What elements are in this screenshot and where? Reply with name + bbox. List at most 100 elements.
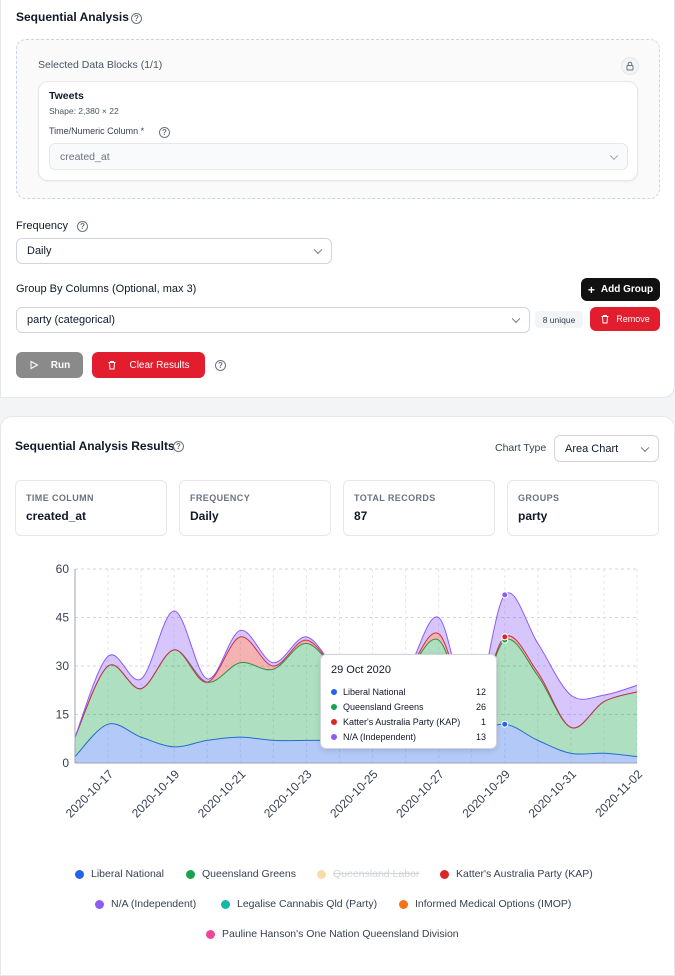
play-icon <box>30 360 39 370</box>
chevron-down-icon <box>313 245 323 255</box>
legend-item[interactable]: N/A (Independent) <box>95 898 196 910</box>
page-title: Sequential Analysis <box>16 10 129 24</box>
chart-tooltip: 29 Oct 2020 Liberal National 12 Queensland… <box>320 654 497 749</box>
trash-icon <box>601 315 609 324</box>
tooltip-series-value: 1 <box>480 716 486 727</box>
series-dot <box>331 688 337 695</box>
selected-blocks-area: Selected Data Blocks (1/1) Tweets Shape:… <box>16 39 660 199</box>
unique-count-badge: 8 unique <box>535 311 583 328</box>
x-tick-label: 2020-10-27 <box>393 767 447 821</box>
x-tick-label: 2020-10-29 <box>460 767 514 821</box>
legend-label: N/A (Independent) <box>111 898 197 910</box>
x-tick-label: 2020-10-25 <box>327 767 381 821</box>
tooltip-row: Katter's Australia Party (KAP) 1 <box>331 714 486 729</box>
legend-dot <box>221 899 230 909</box>
tooltip-series-value: 26 <box>475 701 486 712</box>
frequency-select[interactable]: Daily <box>16 238 332 264</box>
legend-item[interactable]: Informed Medical Options (IMOP) <box>399 898 571 910</box>
stat-value: Daily <box>190 509 219 523</box>
block-name: Tweets <box>49 90 84 102</box>
tooltip-series-value: 12 <box>475 686 486 697</box>
legend-dot <box>399 899 408 909</box>
y-tick-label: 0 <box>62 756 69 770</box>
results-title: Sequential Analysis Results <box>15 439 175 453</box>
legend-dot <box>75 869 84 879</box>
chevron-down-icon <box>640 443 650 452</box>
run-label: Run <box>50 359 71 371</box>
plus-icon: + <box>587 282 595 297</box>
analysis-config-panel: Sequential Analysis ? Selected Data Bloc… <box>0 0 675 398</box>
x-tick-label: 2020-10-23 <box>261 767 315 821</box>
remove-label: Remove <box>616 314 650 324</box>
legend-dot <box>206 929 215 939</box>
y-tick-label: 45 <box>56 611 70 625</box>
help-icon[interactable]: ? <box>131 13 142 24</box>
remove-group-button[interactable]: Remove <box>590 307 660 331</box>
block-shape: Shape: 2,380 × 22 <box>49 106 119 116</box>
legend-item[interactable]: Liberal National <box>75 868 164 880</box>
active-point <box>501 591 509 599</box>
time-column-select[interactable]: created_at <box>49 143 628 170</box>
add-group-button[interactable]: + Add Group <box>581 278 660 301</box>
legend-label: Liberal National <box>91 868 164 880</box>
legend-item[interactable]: Queensland Greens <box>186 868 296 880</box>
group-by-label: Group By Columns (Optional, max 3) <box>16 283 197 295</box>
stat-label: GROUPS <box>518 493 560 503</box>
stat-card-total-records: TOTAL RECORDS 87 <box>343 480 495 536</box>
tooltip-series-name: N/A (Independent) <box>343 731 417 742</box>
tooltip-series-value: 13 <box>475 731 486 742</box>
x-tick-label: 2020-10-19 <box>129 767 183 821</box>
active-point <box>501 633 509 641</box>
x-tick-label: 2020-10-17 <box>63 767 117 821</box>
run-button[interactable]: Run <box>16 352 83 378</box>
time-column-value: created_at <box>60 150 110 163</box>
clear-results-button[interactable]: Clear Results <box>92 352 205 378</box>
x-tick-label: 2020-10-21 <box>195 767 249 821</box>
x-tick-label: 2020-11-02 <box>592 767 645 820</box>
help-icon[interactable]: ? <box>159 127 170 138</box>
legend-label: Katter's Australia Party (KAP) <box>456 868 593 880</box>
frequency-value: Daily <box>27 245 52 257</box>
trash-icon <box>108 361 116 370</box>
tooltip-series-name: Liberal National <box>343 686 406 697</box>
stat-card-frequency: FREQUENCY Daily <box>179 480 331 536</box>
tooltip-row: Queensland Greens 26 <box>331 699 486 714</box>
help-icon[interactable]: ? <box>215 360 226 371</box>
legend-dot <box>440 869 449 879</box>
legend-label: Queensland Labor <box>333 868 420 880</box>
stat-value: party <box>518 509 548 523</box>
legend-item[interactable]: Queensland Labor <box>317 868 419 880</box>
time-column-label: Time/Numeric Column * <box>49 126 145 136</box>
help-icon[interactable]: ? <box>77 221 88 232</box>
stat-label: FREQUENCY <box>190 493 251 503</box>
group-by-value: party (categorical) <box>27 314 116 326</box>
tooltip-rows: Liberal National 12 Queensland Greens 26 Kat… <box>331 684 486 744</box>
stat-label: TOTAL RECORDS <box>354 493 436 503</box>
frequency-label: Frequency <box>16 220 68 232</box>
legend-label: Legalise Cannabis Qld (Party) <box>237 898 378 910</box>
tooltip-date: 29 Oct 2020 <box>331 664 391 676</box>
stat-card-time-column: TIME COLUMN created_at <box>15 480 167 536</box>
stat-value: 87 <box>354 509 368 523</box>
y-tick-label: 15 <box>56 708 70 722</box>
x-tick-label: 2020-10-31 <box>526 767 580 821</box>
chart-type-select[interactable]: Area Chart <box>554 435 659 462</box>
legend-item[interactable]: Pauline Hanson's One Nation Queensland D… <box>206 928 459 940</box>
chevron-down-icon <box>511 314 521 324</box>
legend-item[interactable]: Katter's Australia Party (KAP) <box>440 868 593 880</box>
legend-label: Pauline Hanson's One Nation Queensland D… <box>222 928 459 940</box>
tooltip-series-name: Katter's Australia Party (KAP) <box>343 716 461 727</box>
series-dot <box>331 733 337 740</box>
tooltip-row: Liberal National 12 <box>331 684 486 699</box>
help-icon[interactable]: ? <box>173 441 184 452</box>
y-tick-label: 60 <box>56 562 70 576</box>
tooltip-series-name: Queensland Greens <box>343 701 424 712</box>
legend-item[interactable]: Legalise Cannabis Qld (Party) <box>221 898 377 910</box>
legend-dot <box>95 899 104 909</box>
tooltip-row: N/A (Independent) 13 <box>331 729 486 744</box>
series-dot <box>331 718 337 725</box>
lock-icon[interactable] <box>621 57 639 75</box>
group-by-select[interactable]: party (categorical) <box>16 307 530 333</box>
active-point <box>501 720 509 728</box>
stat-value: created_at <box>26 509 87 523</box>
